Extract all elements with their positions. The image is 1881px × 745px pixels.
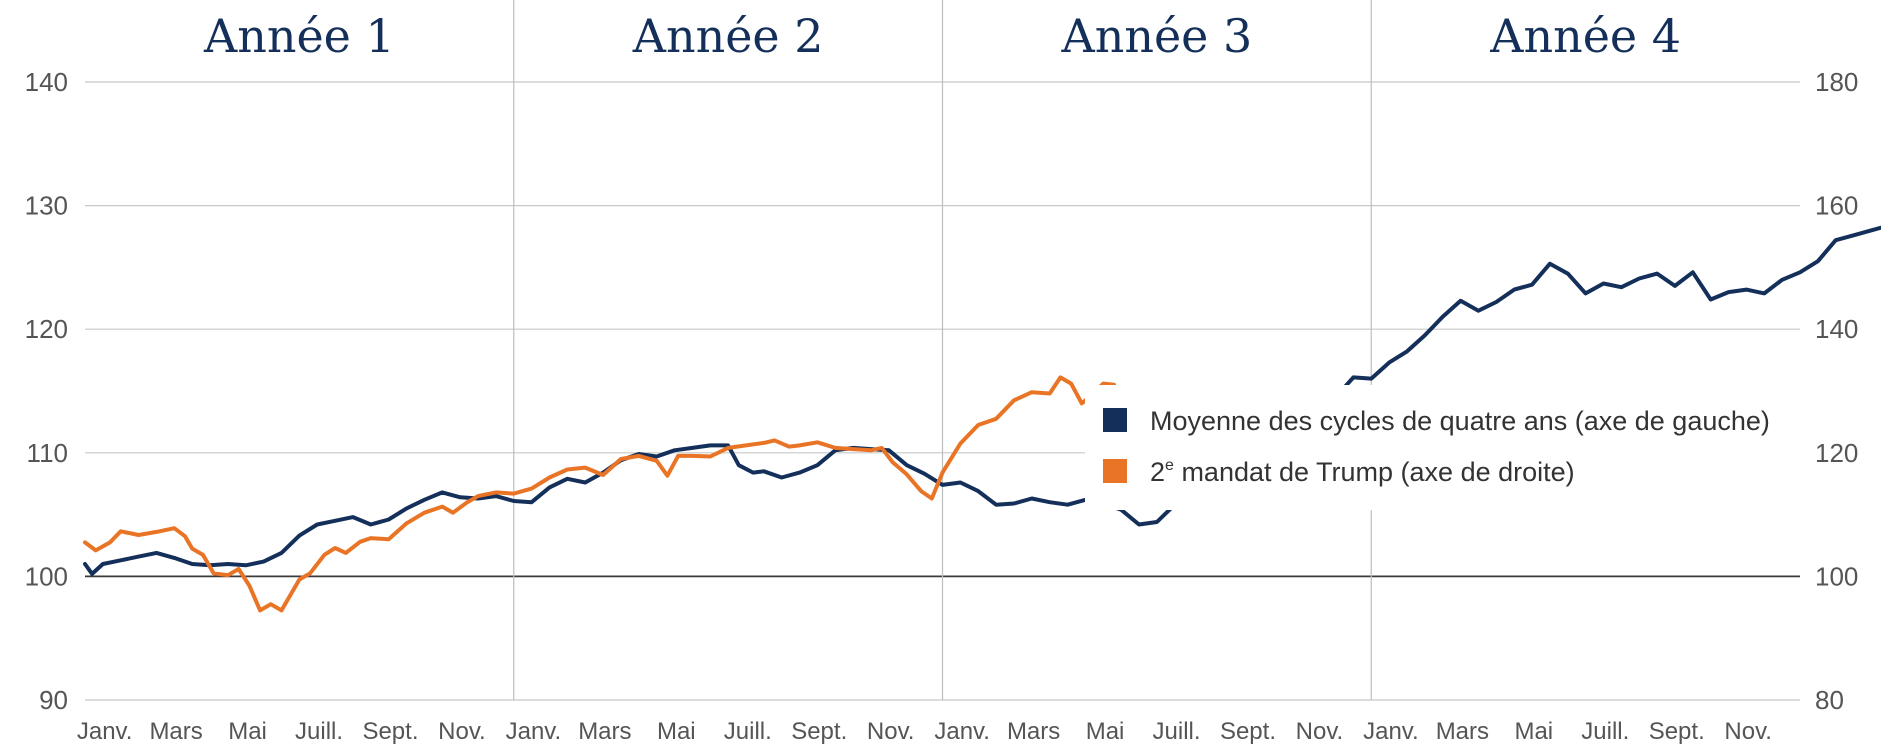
legend-swatch-2 [1103,459,1127,483]
right-tick-160: 160 [1815,191,1858,221]
right-tick-100: 100 [1815,561,1858,591]
month-label-y2-5: Nov. [867,718,915,745]
month-label-y1-1: Mars [149,718,202,745]
month-label-y4-4: Sept. [1649,718,1705,745]
left-tick-90: 90 [39,685,68,715]
month-tick-labels: Janv. Mars Mai Juill. Sept. Nov. Janv. Mars Mai J… [77,718,1772,745]
legend: Moyenne des cycles de quatre ans (axe de… [1085,385,1805,510]
year-label-3: Année 3 [1060,9,1252,63]
year-label-1: Année 1 [203,9,395,63]
year-label-2: Année 2 [632,9,824,63]
month-label-y3-3: Juill. [1153,718,1201,745]
month-label-y1-4: Sept. [362,718,418,745]
month-label-y4-0: Janv. [1363,718,1419,745]
legend-background [1085,385,1805,510]
month-label-y4-3: Juill. [1581,718,1629,745]
year-dividers [513,0,1372,700]
month-label-y1-2: Mai [228,718,267,745]
month-label-y2-0: Janv. [506,718,562,745]
month-label-y2-4: Sept. [791,718,847,745]
left-tick-120: 120 [25,314,68,344]
month-label-y1-5: Nov. [438,718,486,745]
left-tick-110: 110 [27,438,68,468]
left-tick-130: 130 [25,191,68,221]
month-label-y3-4: Sept. [1220,718,1276,745]
left-tick-100: 100 [25,561,68,591]
legend-label-1: Moyenne des cycles de quatre ans (axe de… [1150,406,1770,436]
left-tick-140: 140 [25,67,68,97]
right-tick-120: 120 [1815,438,1858,468]
month-label-y3-0: Janv. [934,718,990,745]
legend-label-2: 2e mandat de Trump (axe de droite) [1150,457,1575,487]
right-tick-80: 80 [1815,685,1844,715]
month-label-y4-5: Nov. [1724,718,1772,745]
month-label-y2-1: Mars [578,718,631,745]
month-label-y3-2: Mai [1086,718,1125,745]
series-layer [83,225,1881,613]
right-tick-140: 140 [1815,314,1858,344]
month-label-y4-1: Mars [1436,718,1489,745]
year-label-4: Année 4 [1489,9,1681,63]
right-tick-180: 180 [1815,67,1858,97]
month-label-y2-3: Juill. [724,718,772,745]
month-label-y2-2: Mai [657,718,696,745]
month-label-y3-5: Nov. [1296,718,1344,745]
left-axis-ticks: 90 100 110 120 130 140 [25,67,68,715]
month-label-y1-0: Janv. [77,718,133,745]
series-line-trump-second-term [83,375,1116,613]
legend-swatch-1 [1103,408,1127,432]
month-label-y1-3: Juill. [295,718,343,745]
month-label-y3-1: Mars [1007,718,1060,745]
month-label-y4-2: Mai [1514,718,1553,745]
right-axis-ticks: 80 100 120 140 160 180 [1815,67,1858,715]
year-labels: Année 1 Année 2 Année 3 Année 4 [203,9,1681,63]
